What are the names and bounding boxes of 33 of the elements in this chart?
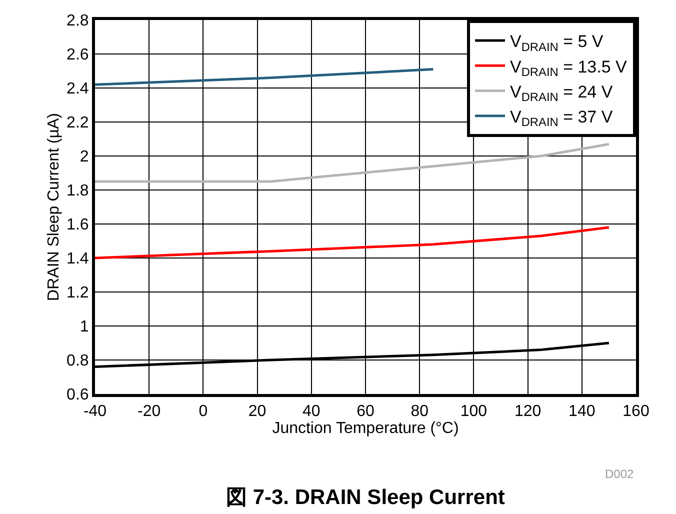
y-tick-label: 0.6 bbox=[66, 386, 89, 404]
y-tick-label: 2.8 bbox=[66, 12, 89, 30]
legend-label: V$_{DRAIN}$ = 13.5 V bbox=[510, 57, 628, 79]
x-tick-label: 140 bbox=[568, 403, 596, 420]
legend-label: V$_{DRAIN}$ = 37 V bbox=[510, 107, 614, 130]
x-tick-label: 0 bbox=[198, 403, 208, 420]
legend-label: V$_{DRAIN}$ = 24 V bbox=[510, 82, 614, 104]
y-tick-label: 1.2 bbox=[66, 284, 89, 302]
x-tick-label: 160 bbox=[622, 403, 650, 420]
y-tick-label: 2.2 bbox=[66, 114, 89, 132]
y-tick-label: 2.6 bbox=[66, 46, 89, 64]
text: 図 7-3. DRAIN Sleep Current bbox=[226, 486, 505, 509]
x-tick-label: 20 bbox=[248, 403, 266, 420]
x-tick-label: 100 bbox=[460, 403, 488, 420]
y-axis-title: DRAIN Sleep Current (µA) bbox=[45, 113, 62, 301]
x-tick-label: 40 bbox=[302, 403, 320, 420]
text: D002 bbox=[605, 467, 634, 481]
y-tick-label: 1.4 bbox=[66, 250, 89, 268]
x-tick-label: -20 bbox=[138, 403, 161, 420]
x-tick-label: 80 bbox=[410, 403, 429, 420]
x-tick-label: 60 bbox=[356, 403, 374, 420]
line-series bbox=[95, 142, 610, 183]
x-axis-title: Junction Temperature (°C) bbox=[272, 420, 459, 438]
y-tick-label: 2 bbox=[80, 148, 89, 166]
y-tick-label: 1 bbox=[80, 318, 89, 336]
x-tick-label: -40 bbox=[83, 403, 107, 420]
line-series bbox=[95, 226, 610, 260]
x-tick-label: 120 bbox=[514, 403, 542, 420]
legend-label: V$_{DRAIN}$ = 5 V bbox=[510, 32, 604, 54]
y-tick-label: 2.4 bbox=[66, 80, 89, 98]
y-tick-label: 0.8 bbox=[66, 352, 89, 370]
y-tick-label: 1.6 bbox=[66, 216, 89, 234]
y-tick-label: 1.8 bbox=[66, 182, 89, 200]
